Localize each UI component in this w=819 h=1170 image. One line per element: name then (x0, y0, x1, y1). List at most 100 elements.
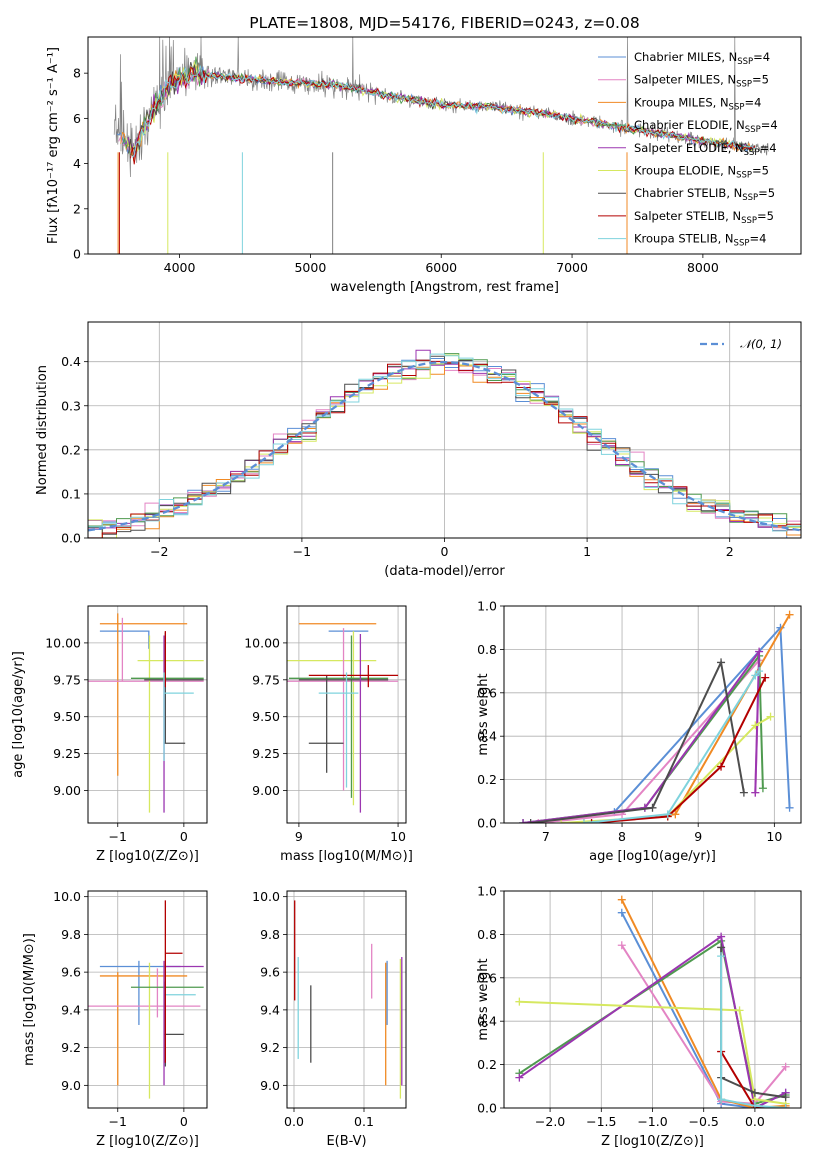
x-tick-label: −0.5 (689, 1114, 719, 1129)
legend-label: Salpeter STELIB, NSSP=5 (634, 209, 774, 226)
weight-series-line (538, 657, 761, 823)
data-point-marker (766, 712, 775, 721)
plot-area-age_vs_mass (287, 623, 399, 813)
x-tick-label: 0 (441, 544, 449, 559)
data-point-marker (587, 819, 596, 823)
y-tick-label: 2 (73, 201, 81, 216)
y-tick-label: 1.0 (477, 884, 497, 899)
panel-age_vs_mass: 9 10 9.00 9.25 9.50 9.75 10.00 mass [log10(M/M⊙… (244, 605, 413, 864)
panel-weight_vs_age: 7 8 9 10 0.0 0.2 0.4 0.6 0.8 1.0 age [log10(age/yr… (476, 599, 802, 864)
plot-area-age_vs_Z (88, 613, 204, 813)
y-tick-label: 0.4 (477, 729, 497, 744)
data-point-marker (648, 803, 657, 812)
y-tick-label: 6 (73, 111, 81, 126)
data-point-marker (515, 1073, 524, 1082)
y-tick-label: 0.2 (61, 442, 81, 457)
y-tick-label: 8 (73, 66, 81, 81)
panel-age_vs_Z: −1 0 9.00 9.25 9.50 9.75 10.00 Z [log10(Z/Z⊙)] a… (11, 605, 208, 864)
legend-label: Salpeter MILES, NSSP=5 (634, 73, 769, 90)
x-axis-label: Z [log10(Z/Z⊙)] (96, 1134, 199, 1149)
plot-area-weight_vs_Z (515, 895, 790, 1108)
y-tick-label: 9.00 (53, 783, 81, 798)
data-point-marker (755, 647, 764, 656)
plot-area-mass_vs_EBV (294, 900, 403, 1099)
y-tick-label: 10.0 (53, 889, 81, 904)
y-tick-label: 9.4 (61, 1002, 81, 1017)
weight-series-line (720, 947, 786, 1099)
y-tick-label: 9.25 (252, 746, 280, 761)
data-point-marker (519, 819, 528, 823)
data-point-marker (761, 673, 770, 682)
x-axis-label: (data-model)/error (384, 564, 505, 579)
plot-area-mass_vs_Z (88, 900, 204, 1099)
x-tick-label: 5000 (294, 260, 326, 275)
y-tick-label: 9.8 (260, 927, 280, 942)
legend-label: Salpeter ELODIE, NSSP=4 (634, 141, 777, 158)
panel-residuals: −2 −1 0 1 2 0.0 0.1 0.2 0.3 0.4 (data-model)/error… (35, 321, 802, 579)
legend-label: Chabrier ELODIE, NSSP=4 (634, 118, 778, 135)
data-point-marker (751, 671, 760, 680)
axes-frame (87, 36, 802, 255)
data-point-marker (717, 658, 726, 667)
y-tick-label: 9.00 (252, 783, 280, 798)
weight-series-line (522, 653, 764, 823)
x-axis-label: age [log10(age/yr)] (589, 849, 716, 864)
x-tick-label: −2 (150, 544, 168, 559)
normal-reference-curve (88, 360, 801, 532)
y-tick-label: 0.1 (61, 486, 81, 501)
weight-series-line (591, 677, 767, 823)
data-point-marker (526, 819, 535, 823)
y-axis-label: mass weight (476, 673, 491, 755)
data-point-marker (785, 803, 794, 812)
data-point-marker (717, 952, 726, 961)
y-tick-label: 0.0 (61, 531, 81, 546)
x-tick-label: 10 (390, 829, 406, 844)
y-tick-label: 9.6 (61, 965, 81, 980)
x-tick-label: −1.0 (637, 1114, 667, 1129)
y-tick-label: 0.2 (477, 1057, 497, 1072)
data-point-marker (751, 721, 760, 730)
y-tick-label: 0.8 (477, 642, 497, 657)
x-tick-label: −1 (109, 1114, 127, 1129)
axes-frame (286, 605, 407, 824)
x-axis-label: wavelength [Angstrom, rest frame] (330, 280, 559, 295)
y-tick-label: 0 (73, 247, 81, 262)
x-tick-label: −2.0 (535, 1114, 565, 1129)
data-point-marker (617, 908, 626, 917)
y-tick-label: 9.6 (260, 965, 280, 980)
weight-series-line (720, 1051, 786, 1108)
data-point-marker (750, 1088, 759, 1097)
legend-label: Kroupa ELODIE, NSSP=5 (634, 164, 769, 181)
panel-mass_vs_Z: −1 0 9.0 9.2 9.4 9.6 9.8 10.0 Z [log10(Z/Z⊙)] mas… (22, 889, 208, 1149)
x-tick-label: 10 (766, 829, 782, 844)
data-point-marker (717, 1095, 726, 1104)
x-axis-label: Z [log10(Z/Z⊙)] (601, 1134, 704, 1149)
data-point-marker (557, 819, 566, 823)
y-tick-label: 0.3 (61, 398, 81, 413)
x-tick-label: −1.5 (586, 1114, 616, 1129)
weight-series-line (518, 934, 787, 1108)
y-tick-label: 9.4 (260, 1002, 280, 1017)
chart-title: PLATE=1808, MJD=54176, FIBERID=0243, z=0… (249, 14, 639, 32)
y-tick-label: 9.50 (252, 709, 280, 724)
x-tick-label: 0.0 (284, 1114, 304, 1129)
y-tick-label: 9.25 (53, 746, 81, 761)
data-point-marker (515, 997, 524, 1006)
y-tick-label: 0.0 (477, 1101, 497, 1116)
y-tick-label: 9.2 (61, 1040, 81, 1055)
data-point-marker (617, 895, 626, 904)
data-point-marker (781, 1093, 790, 1102)
weight-series-line (519, 1000, 786, 1105)
x-axis-label: E(B-V) (326, 1134, 366, 1149)
plot-area-weight_vs_age (519, 610, 794, 823)
data-point-marker (717, 932, 726, 941)
axes-frame (87, 890, 208, 1109)
weight-series-line (583, 614, 791, 823)
panel-weight_vs_Z: −2.0 −1.5 −1.0 −0.5 0.0 0.0 0.2 0.4 0.6 0.8 1.0 Z [… (476, 884, 802, 1149)
legend-label: Kroupa STELIB, NSSP=4 (634, 232, 766, 249)
y-axis-label: mass [log10(M/M⊙)] (22, 933, 37, 1066)
axes-frame (503, 605, 802, 824)
y-tick-label: 1.0 (477, 599, 497, 614)
model-spectrum (128, 61, 755, 154)
y-tick-label: 0.2 (477, 772, 497, 787)
